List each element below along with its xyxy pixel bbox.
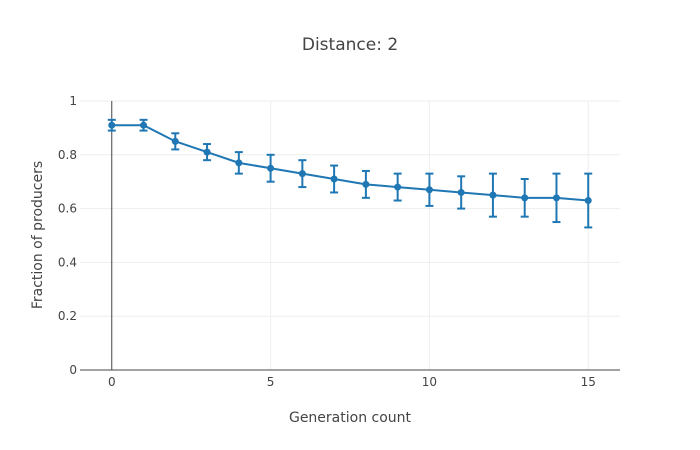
data-point [552, 194, 560, 202]
y-tick-label: 0 [69, 363, 77, 377]
tick-labels: 0 5 10 15 0 0.2 0.4 0.6 0.8 1 [58, 94, 596, 389]
y-tick-label: 0.8 [58, 148, 77, 162]
data-point [584, 197, 592, 205]
data-point [298, 170, 306, 178]
data-point [108, 121, 116, 129]
series [107, 118, 593, 229]
series-line [111, 124, 589, 202]
data-point [267, 164, 275, 172]
x-tick-label: 15 [581, 375, 596, 389]
data-point [394, 183, 402, 191]
x-tick-label: 5 [267, 375, 275, 389]
y-tick-label: 1 [69, 94, 77, 108]
axes [80, 101, 620, 371]
y-axis-title: Fraction of producers [30, 161, 46, 309]
x-tick-label: 10 [422, 375, 437, 389]
y-tick-label: 0.6 [58, 202, 77, 216]
data-point [203, 148, 211, 156]
data-point [489, 191, 497, 199]
data-point [140, 121, 148, 129]
data-point [457, 188, 465, 196]
x-axis-title: Generation count [289, 410, 412, 426]
y-tick-label: 0.4 [58, 255, 77, 269]
data-point [362, 180, 370, 188]
data-point [521, 194, 529, 202]
grid [80, 100, 620, 370]
x-tick-label: 0 [108, 375, 116, 389]
data-point [330, 175, 338, 183]
y-tick-label: 0.2 [58, 309, 77, 323]
chart-title: Distance: 2 [302, 35, 398, 55]
data-point [171, 137, 179, 145]
data-point [425, 186, 433, 194]
data-point [235, 159, 243, 167]
